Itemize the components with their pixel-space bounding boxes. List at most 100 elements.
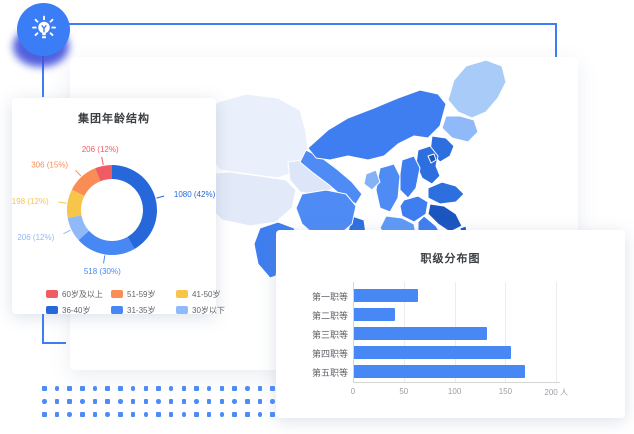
province-heilongjiang[interactable] <box>447 59 507 119</box>
dot <box>118 399 123 404</box>
legend-label: 31-35岁 <box>127 305 156 315</box>
province-shandong[interactable] <box>427 181 465 205</box>
dot <box>105 412 110 417</box>
category-label-第二职等: 第二职等 <box>311 311 348 321</box>
dot <box>130 412 136 417</box>
donut-label: 1080 (42%) <box>174 190 216 199</box>
province-gansu[interactable] <box>299 149 363 205</box>
dot <box>54 386 60 391</box>
dot <box>194 399 199 404</box>
province-shanxi[interactable] <box>399 155 421 199</box>
gridline <box>505 282 507 382</box>
legend-item-36-40岁[interactable]: 36-40岁 <box>46 302 111 318</box>
donut-leader-line <box>156 195 165 199</box>
dot <box>219 399 225 404</box>
lightbulb-icon <box>31 15 56 38</box>
dot <box>54 399 60 404</box>
dot-grid-decoration <box>42 386 283 425</box>
dot <box>92 412 98 417</box>
category-label-第一职等: 第一职等 <box>311 292 348 302</box>
dot <box>219 386 225 391</box>
bar-chart-title: 职级分布图 <box>420 253 481 265</box>
dot <box>206 399 212 404</box>
legend-item-31-35岁[interactable]: 31-35岁 <box>111 302 176 318</box>
dot <box>54 412 60 417</box>
donut-leader-line <box>63 229 71 235</box>
legend-label: 41-50岁 <box>192 289 221 299</box>
legend-swatch <box>111 290 123 298</box>
dot <box>80 399 85 404</box>
donut-legend: 60岁及以上 51-59岁 41-50岁 36-40岁 31-35岁 30岁以下 <box>46 286 241 318</box>
donut-leader-line <box>58 201 67 204</box>
age-donut-chart[interactable]: 1080 (42%) 518 (30%) 206 (12%) 198 (12%) 306… <box>12 118 216 284</box>
dot <box>42 386 47 391</box>
dot <box>143 386 148 391</box>
dot <box>194 386 199 391</box>
rank-bar-chart[interactable]: 0 50 100 150 200 人 第一职等 第二职等 第三职等 第四职等 第五职等 <box>276 230 625 418</box>
province-ningxia[interactable] <box>363 169 381 191</box>
bar-第二职等[interactable] <box>354 307 395 321</box>
legend-item-30岁以下[interactable]: 30岁以下 <box>176 302 241 318</box>
bar-第五职等[interactable] <box>354 364 525 378</box>
legend-label: 60岁及以上 <box>62 289 103 299</box>
legend-item-51-59岁[interactable]: 51-59岁 <box>111 286 176 302</box>
province-beijing[interactable] <box>427 153 437 164</box>
province-neimenggu[interactable] <box>307 89 447 161</box>
bar-第三职等[interactable] <box>354 326 488 340</box>
donut-leader-line <box>101 156 104 165</box>
bar-第四职等[interactable] <box>354 345 512 359</box>
province-jiangsu[interactable] <box>427 203 463 233</box>
dot <box>168 386 174 391</box>
dot <box>257 386 263 391</box>
dot <box>270 386 275 391</box>
dot <box>67 386 72 391</box>
donut-chart-title: 集团年龄结构 <box>78 113 150 125</box>
dot <box>232 412 237 417</box>
province-henan[interactable] <box>399 195 429 223</box>
dot <box>245 399 250 404</box>
legend-item-60岁及以上[interactable]: 60岁及以上 <box>46 286 111 302</box>
dot <box>168 412 174 417</box>
province-tibet[interactable] <box>201 171 297 227</box>
connector-corner-bottom <box>42 314 66 344</box>
legend-label: 51-59岁 <box>127 289 156 299</box>
donut-slice-51-59岁[interactable] <box>71 168 101 196</box>
dot <box>42 399 47 404</box>
dot <box>80 412 85 417</box>
donut-label: 306 (15%) <box>31 160 68 169</box>
dot <box>206 412 212 417</box>
dot <box>156 386 161 391</box>
donut-leader-line <box>103 255 106 264</box>
dot <box>130 386 136 391</box>
dot <box>156 399 161 404</box>
dot <box>92 399 98 404</box>
dot <box>42 412 47 417</box>
dot <box>118 386 123 391</box>
donut-slice-31-35岁[interactable] <box>78 230 135 256</box>
category-label-第五职等: 第五职等 <box>311 368 348 378</box>
rank-distribution-card: 职级分布图 0 50 100 150 200 人 第一职等 第二职等 第三职等 第四职等 第五职等 <box>276 230 625 418</box>
x-tick-label: 200 人 <box>544 388 568 397</box>
province-jilin[interactable] <box>441 115 479 143</box>
badge-circle[interactable] <box>17 3 70 56</box>
dot <box>257 412 263 417</box>
donut-slice-41-50岁[interactable] <box>67 189 85 218</box>
dot <box>105 399 110 404</box>
bar-第一职等[interactable] <box>354 288 418 302</box>
dot <box>143 412 148 417</box>
donut-slice-30岁以下[interactable] <box>67 215 89 241</box>
connector-line-top <box>68 23 557 57</box>
province-xinjiang[interactable] <box>197 93 309 179</box>
x-axis-line <box>353 382 561 383</box>
dot <box>270 412 275 417</box>
dot <box>118 412 123 417</box>
donut-slice-36-40岁[interactable] <box>112 165 158 249</box>
dot <box>257 399 263 404</box>
category-label-第四职等: 第四职等 <box>311 349 348 359</box>
legend-label: 30岁以下 <box>192 305 225 315</box>
legend-item-41-50岁[interactable]: 41-50岁 <box>176 286 241 302</box>
donut-slice-60岁及以上[interactable] <box>95 165 112 182</box>
dot <box>156 412 161 417</box>
province-shaanxi[interactable] <box>375 163 401 213</box>
lightbulb-badge[interactable] <box>0 0 80 80</box>
